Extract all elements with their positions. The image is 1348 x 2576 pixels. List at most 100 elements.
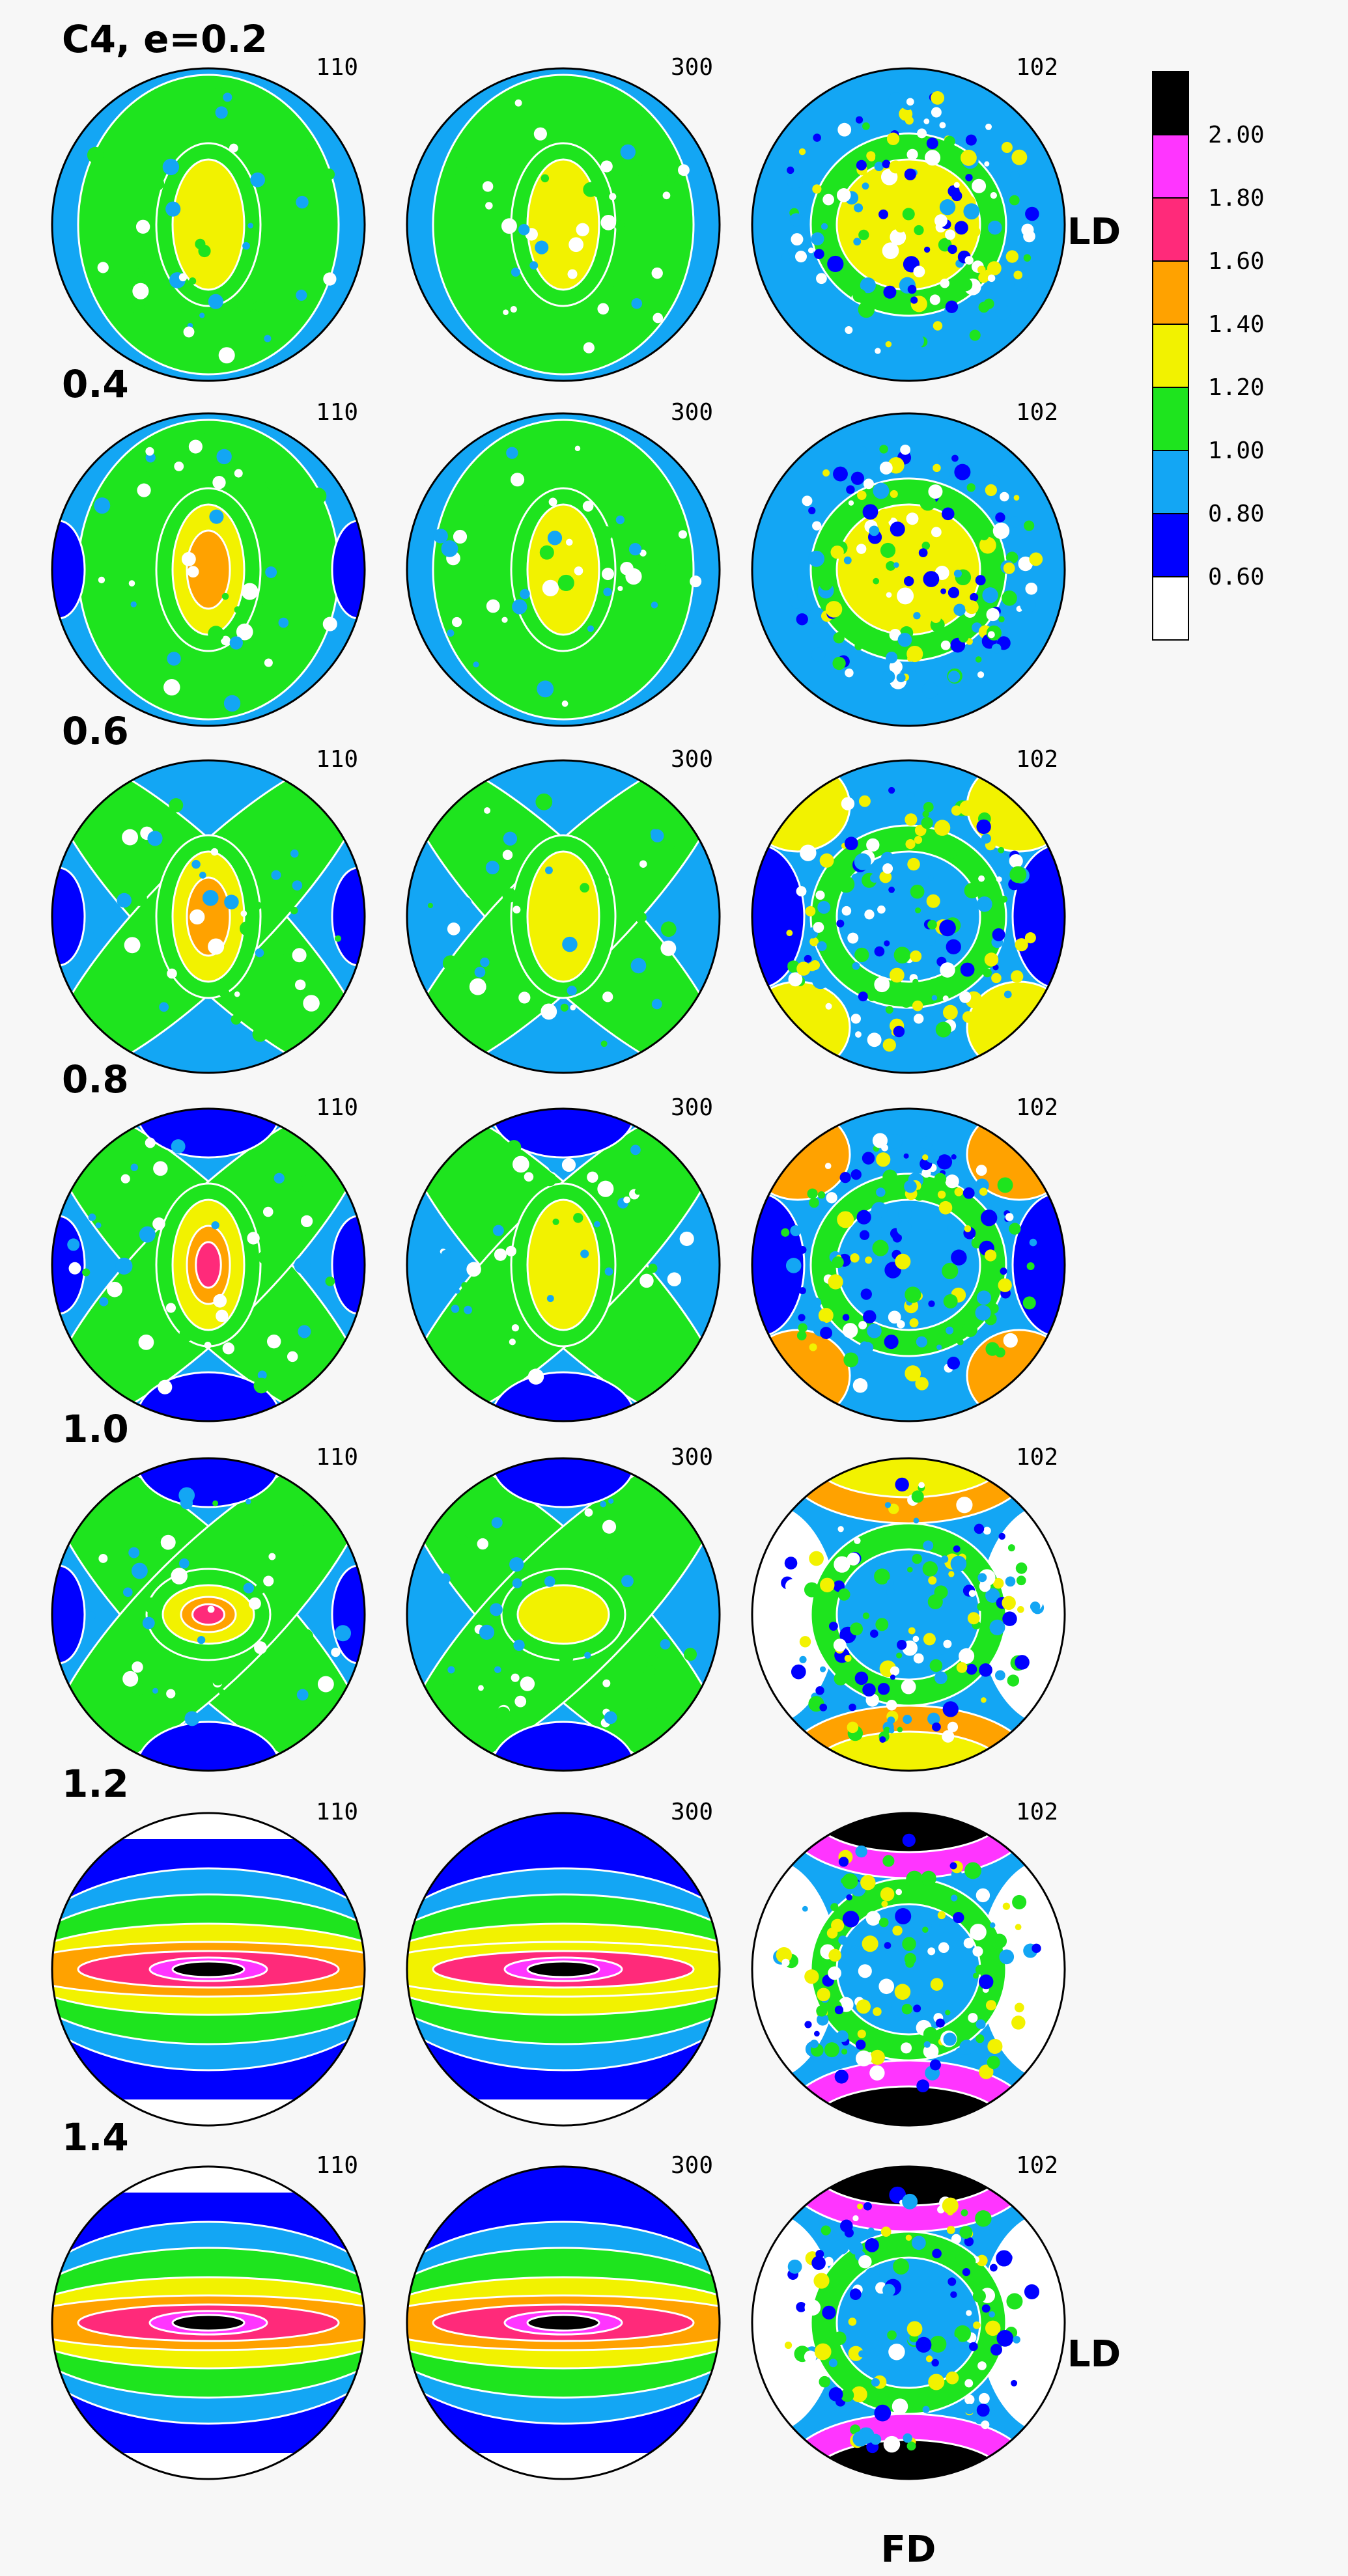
contour-speckle — [796, 613, 808, 626]
contour-speckle — [811, 232, 824, 245]
contour-speckle — [850, 1945, 858, 1953]
contour-speckle — [240, 910, 247, 917]
contour-speckle — [819, 2375, 831, 2388]
contour-low — [331, 519, 365, 620]
contour-speckle — [600, 1040, 608, 1047]
contour-speckle — [152, 1217, 165, 1230]
contour-speckle — [610, 286, 623, 298]
contour-speckle — [887, 1287, 893, 1294]
contour-speckle — [863, 2202, 872, 2211]
contour-speckle — [901, 2004, 913, 2015]
contour-speckle — [964, 2394, 975, 2405]
contour-speckle — [797, 590, 807, 601]
contour-speckle — [834, 1672, 848, 1685]
contour-speckle — [813, 249, 824, 260]
contour-speckle — [841, 797, 855, 810]
contour-speckle — [621, 1575, 634, 1588]
contour-speckle — [979, 2064, 994, 2079]
contour-speckle — [608, 824, 614, 831]
contour-speckle — [976, 896, 992, 912]
contour-speckle — [132, 283, 149, 299]
contour-speckle — [852, 1378, 868, 1393]
contour-speckle — [905, 813, 918, 826]
contour-low — [331, 1564, 365, 1665]
contour-core — [526, 158, 600, 291]
contour-speckle — [864, 909, 875, 920]
contour-speckle — [931, 613, 941, 624]
contour-speckle — [1009, 195, 1020, 206]
strain-label: 0.8 — [62, 1057, 129, 1101]
contour-speckle — [122, 1670, 139, 1687]
contour-speckle — [882, 670, 895, 684]
contour-speckle — [223, 92, 232, 102]
contour-speckle — [832, 2331, 847, 2346]
contour-speckle — [135, 219, 150, 234]
contour-speckle — [871, 1202, 888, 1218]
contour-speckle — [883, 2435, 901, 2453]
contour-speckle — [824, 2256, 834, 2266]
contour-speckle — [448, 1594, 456, 1603]
contour-speckle — [197, 1635, 206, 1644]
contour-speckle — [959, 991, 972, 1003]
contour-speckle — [466, 1262, 481, 1277]
contour-speckle — [899, 993, 914, 1008]
contour-speckle — [879, 462, 893, 475]
contour-speckle — [927, 920, 937, 930]
contour-speckle — [595, 1547, 610, 1562]
contour-speckle — [145, 1137, 156, 1148]
contour-speckle — [798, 1323, 807, 1333]
contour-speckle — [833, 466, 848, 482]
contour-speckle — [938, 450, 949, 462]
contour-speckle — [978, 2392, 990, 2404]
strain-label: 0.4 — [62, 362, 129, 406]
pole-figure-outline — [751, 1457, 1066, 1772]
contour-speckle — [292, 1183, 302, 1193]
contour-speckle — [916, 2336, 932, 2353]
contour-speckle — [582, 501, 594, 512]
contour-speckle — [603, 587, 612, 596]
strain-label: C4, e=0.2 — [62, 17, 268, 61]
contour-speckle — [495, 1706, 511, 1722]
contour-speckle — [905, 1286, 921, 1303]
contour-low — [52, 866, 86, 967]
contour-speckle — [1013, 495, 1020, 501]
contour-core-peak — [186, 529, 231, 610]
contour-speckle — [188, 439, 203, 454]
contour-speckle — [461, 1282, 469, 1290]
contour-speckle — [809, 937, 819, 947]
contour-speckle — [991, 643, 1002, 654]
contour-speckle — [509, 1557, 524, 1572]
contour-speckle — [923, 1540, 934, 1551]
contour-speckle — [135, 268, 145, 277]
contour-speckle — [1029, 552, 1043, 566]
pole-figure-outline — [51, 67, 366, 382]
contour-speckle — [854, 947, 869, 963]
contour-speckle — [923, 2041, 931, 2048]
contour-speckle — [884, 1942, 892, 1949]
legend-swatch — [1152, 387, 1189, 451]
contour-speckle — [850, 1014, 861, 1024]
plane-label: 300 — [671, 399, 713, 426]
contour-low-bottom — [135, 1721, 281, 1771]
contour-speckle — [787, 173, 803, 189]
contour-speckle — [492, 1225, 504, 1236]
contour-speckle — [882, 159, 891, 169]
contour-speckle — [207, 1605, 215, 1613]
contour-speckle — [279, 940, 294, 956]
contour-speckle — [221, 635, 231, 646]
contour-speckle — [1012, 1894, 1027, 1909]
contour-speckle — [921, 1870, 936, 1887]
contour-speckle — [976, 819, 991, 835]
contour-speckle — [923, 246, 931, 253]
contour-speckle — [890, 521, 905, 537]
contour-speckle — [137, 558, 148, 569]
contour-speckle — [512, 599, 527, 615]
contour-speckle — [975, 575, 986, 586]
contour-speckle — [1022, 1296, 1036, 1310]
contour-speckle — [817, 1987, 831, 2002]
contour-speckle — [988, 1303, 999, 1314]
contour-speckle — [535, 793, 553, 810]
pole-figure-outline — [751, 2165, 1066, 2480]
contour-speckle — [914, 225, 924, 236]
contour-speckle — [817, 1191, 826, 1199]
